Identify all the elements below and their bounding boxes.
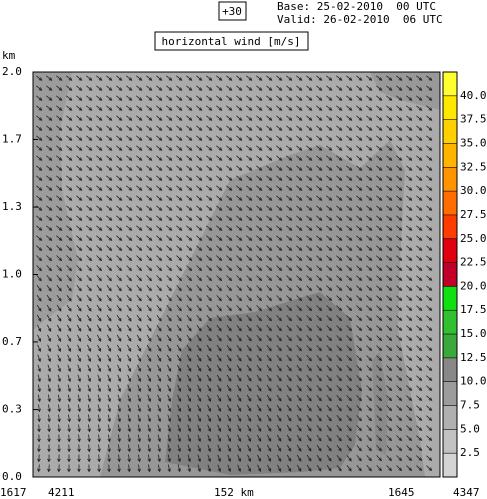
y-tick-label: 0.0: [2, 470, 22, 483]
colorbar-label: 32.5: [460, 160, 487, 173]
colorbar-band: [443, 119, 457, 144]
colorbar-label: 40.0: [460, 89, 487, 102]
colorbar-band: [443, 143, 457, 168]
contour-fill: [370, 72, 440, 110]
colorbar-label: 30.0: [460, 184, 487, 197]
colorbar-label: 20.0: [460, 279, 487, 292]
colorbar-label: 15.0: [460, 327, 487, 340]
colorbar-label: 35.0: [460, 136, 487, 149]
colorbar-band: [443, 405, 457, 430]
y-tick-label: 2.0: [2, 65, 22, 78]
colorbar-label: 10.0: [460, 375, 487, 388]
colorbar-band: [443, 429, 457, 454]
colorbar-band: [443, 310, 457, 335]
colorbar-label: 7.5: [460, 399, 480, 412]
colorbar-band: [443, 357, 457, 382]
title-box: [154, 31, 309, 51]
colorbar-band: [443, 381, 457, 406]
colorbar-band: [443, 214, 457, 239]
base-time: Base: 25-02-2010 00 UTC: [277, 0, 436, 13]
colorbar: 2.5 5.0 7.5 10.0 12.5 15.0 17.5 20.0 22.5 25.0 27.…: [442, 71, 487, 478]
contour-fill: [372, 352, 388, 455]
y-tick-label: 1.3: [2, 200, 22, 213]
colorbar-band: [443, 167, 457, 192]
y-tick-label: 0.3: [2, 403, 22, 416]
colorbar-band: [443, 262, 457, 287]
plot-area: [32, 71, 441, 478]
x-tick-label: 152 km: [214, 486, 254, 499]
colorbar-label: 37.5: [460, 113, 487, 126]
colorbar-band: [443, 238, 457, 263]
colorbar-frame: [442, 71, 458, 478]
x-tick-label: 4211: [48, 486, 75, 499]
x-tick-label: 1617: [0, 486, 27, 499]
x-tick-label: 4347: [453, 486, 480, 499]
y-axis-label: km: [2, 49, 16, 62]
colorbar-label: 12.5: [460, 351, 487, 364]
colorbar-band: [443, 286, 457, 311]
wind-arrows: [36, 75, 433, 473]
y-tick-label: 1.0: [2, 268, 22, 281]
x-tick-label: 1645: [388, 486, 415, 499]
colorbar-band: [443, 191, 457, 215]
colorbar-label: 25.0: [460, 232, 487, 245]
forecast-hour: +30: [222, 5, 242, 18]
contour-fill: [165, 292, 362, 475]
colorbar-label: 2.5: [460, 446, 480, 459]
colorbar-band: [443, 72, 457, 96]
forecast-box: [218, 1, 247, 21]
chart-title: horizontal wind [m/s]: [161, 35, 300, 48]
colorbar-band: [443, 334, 457, 358]
valid-time: Valid: 26-02-2010 06 UTC: [277, 13, 443, 26]
colorbar-label: 27.5: [460, 208, 487, 221]
colorbar-label: 5.0: [460, 422, 480, 435]
colorbar-label: 17.5: [460, 303, 487, 316]
colorbar-band: [443, 95, 457, 120]
y-tick-label: 1.7: [2, 132, 22, 145]
colorbar-band: [443, 453, 457, 477]
y-tick-label: 0.7: [2, 335, 22, 348]
colorbar-label: 22.5: [460, 256, 487, 269]
